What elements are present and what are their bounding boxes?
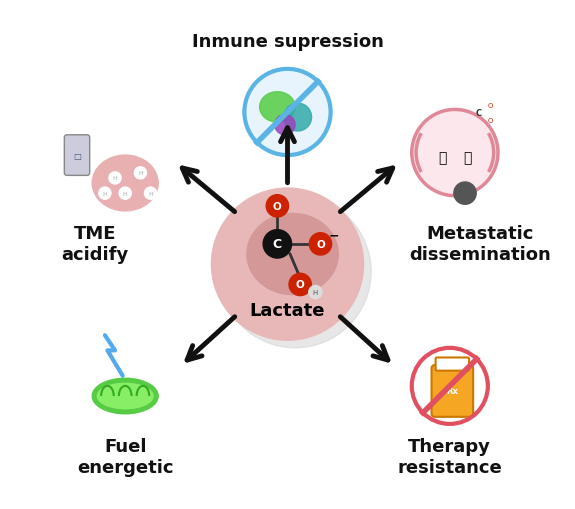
Ellipse shape — [92, 379, 158, 414]
Text: O: O — [273, 202, 282, 211]
Ellipse shape — [283, 104, 312, 132]
Ellipse shape — [92, 156, 158, 211]
FancyBboxPatch shape — [436, 358, 469, 371]
Text: 🧍: 🧍 — [463, 151, 472, 165]
Text: TME
acidify: TME acidify — [61, 225, 128, 264]
Text: O: O — [316, 239, 325, 249]
Text: H: H — [123, 191, 128, 196]
Text: Therapy
resistance: Therapy resistance — [397, 438, 502, 476]
Text: C: C — [273, 238, 282, 251]
Text: 🫀: 🫀 — [438, 151, 446, 165]
Ellipse shape — [219, 196, 371, 348]
Ellipse shape — [247, 214, 338, 295]
Text: O: O — [488, 103, 493, 109]
Circle shape — [99, 188, 111, 200]
Ellipse shape — [259, 93, 295, 123]
Circle shape — [454, 183, 476, 205]
Ellipse shape — [275, 115, 295, 135]
Circle shape — [309, 233, 332, 256]
Circle shape — [266, 195, 289, 217]
Text: H: H — [313, 290, 318, 295]
Text: Rx: Rx — [446, 387, 458, 395]
Circle shape — [244, 70, 331, 156]
Text: H: H — [113, 176, 117, 181]
Text: C: C — [475, 108, 481, 117]
Circle shape — [135, 167, 147, 180]
Circle shape — [144, 188, 156, 200]
Circle shape — [119, 188, 131, 200]
Text: Fuel
energetic: Fuel energetic — [77, 438, 174, 476]
Text: H: H — [138, 171, 143, 176]
Ellipse shape — [97, 384, 153, 409]
Ellipse shape — [212, 189, 363, 341]
Circle shape — [109, 173, 121, 185]
Text: O: O — [296, 280, 305, 290]
FancyBboxPatch shape — [432, 365, 473, 417]
Text: Inmune supression: Inmune supression — [191, 33, 384, 51]
Text: Lactate: Lactate — [250, 301, 325, 319]
Circle shape — [412, 110, 498, 196]
Circle shape — [289, 274, 311, 296]
FancyBboxPatch shape — [64, 135, 90, 176]
Text: −: − — [329, 229, 339, 242]
Text: H: H — [102, 191, 108, 196]
Circle shape — [263, 230, 292, 259]
Text: Metastatic
dissemination: Metastatic dissemination — [409, 225, 551, 264]
Text: O: O — [488, 118, 493, 124]
Text: □: □ — [73, 151, 81, 160]
Circle shape — [309, 286, 322, 299]
Text: H: H — [148, 191, 153, 196]
